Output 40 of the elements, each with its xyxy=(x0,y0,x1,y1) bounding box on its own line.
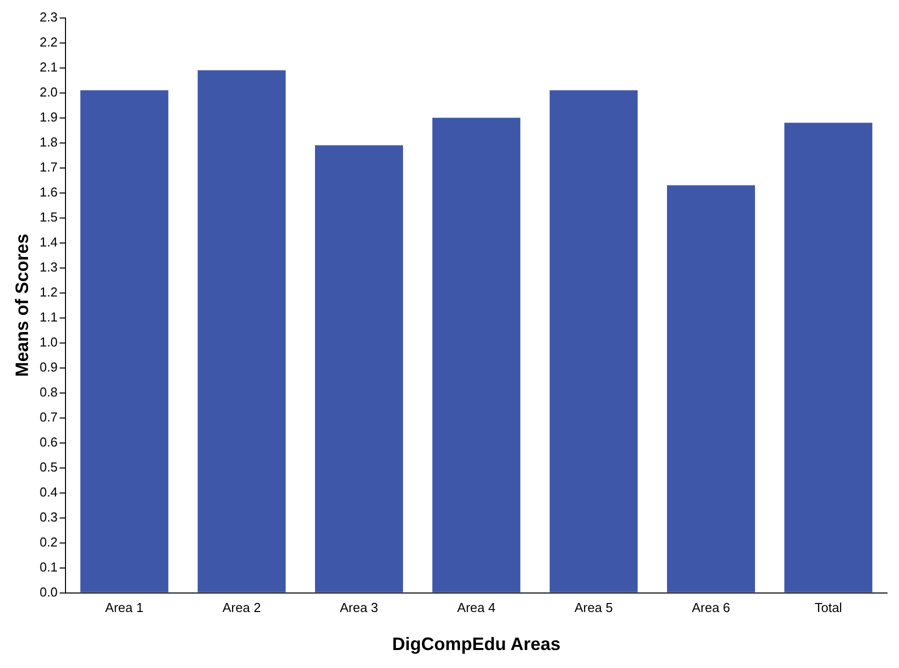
y-tick-label: 0.5 xyxy=(40,459,58,474)
y-tick-label: 1.5 xyxy=(40,209,58,224)
y-tick-label: 0.9 xyxy=(40,359,58,374)
x-tick-label: Total xyxy=(814,600,842,616)
bar xyxy=(315,145,404,592)
bar xyxy=(550,90,638,592)
y-tick-label: 0.3 xyxy=(40,509,58,524)
x-tick-label: Area 3 xyxy=(340,600,378,616)
y-tick-label: 1.3 xyxy=(40,259,58,274)
y-axis-title: Means of Scores xyxy=(12,234,32,377)
bar xyxy=(198,70,286,592)
bar xyxy=(80,90,168,592)
bar xyxy=(667,185,755,592)
x-axis-title: DigCompEdu Areas xyxy=(392,634,561,654)
y-tick-label: 0.2 xyxy=(40,534,58,550)
x-tick-label: Area 1 xyxy=(105,600,144,616)
y-tick-label: 1.4 xyxy=(40,234,58,250)
y-tick-label: 1.1 xyxy=(40,309,58,324)
x-tick-label: Area 5 xyxy=(574,600,613,616)
y-tick-label: 0.0 xyxy=(40,584,58,600)
bar xyxy=(432,118,520,592)
y-tick-label: 0.1 xyxy=(40,559,58,574)
bar xyxy=(784,122,872,592)
y-tick-label: 0.8 xyxy=(40,384,58,400)
x-tick-label: Area 2 xyxy=(222,600,261,616)
y-tick-label: 0.6 xyxy=(40,434,58,450)
y-tick-label: 2.1 xyxy=(40,59,58,74)
y-tick-label: 2.2 xyxy=(40,34,58,50)
y-tick-label: 1.6 xyxy=(40,184,58,200)
y-tick-label: 2.3 xyxy=(40,9,58,24)
x-tick-label: Area 6 xyxy=(692,600,730,616)
y-tick-label: 2.0 xyxy=(40,84,58,100)
y-tick-label: 1.8 xyxy=(40,134,58,150)
y-tick-label: 0.7 xyxy=(40,409,58,424)
y-tick-label: 0.4 xyxy=(40,484,58,500)
y-tick-label: 1.0 xyxy=(40,334,58,350)
y-tick-label: 1.9 xyxy=(40,109,58,124)
x-tick-label: Area 4 xyxy=(457,600,496,616)
y-tick-label: 1.7 xyxy=(40,159,58,174)
y-tick-label: 1.2 xyxy=(40,284,58,300)
